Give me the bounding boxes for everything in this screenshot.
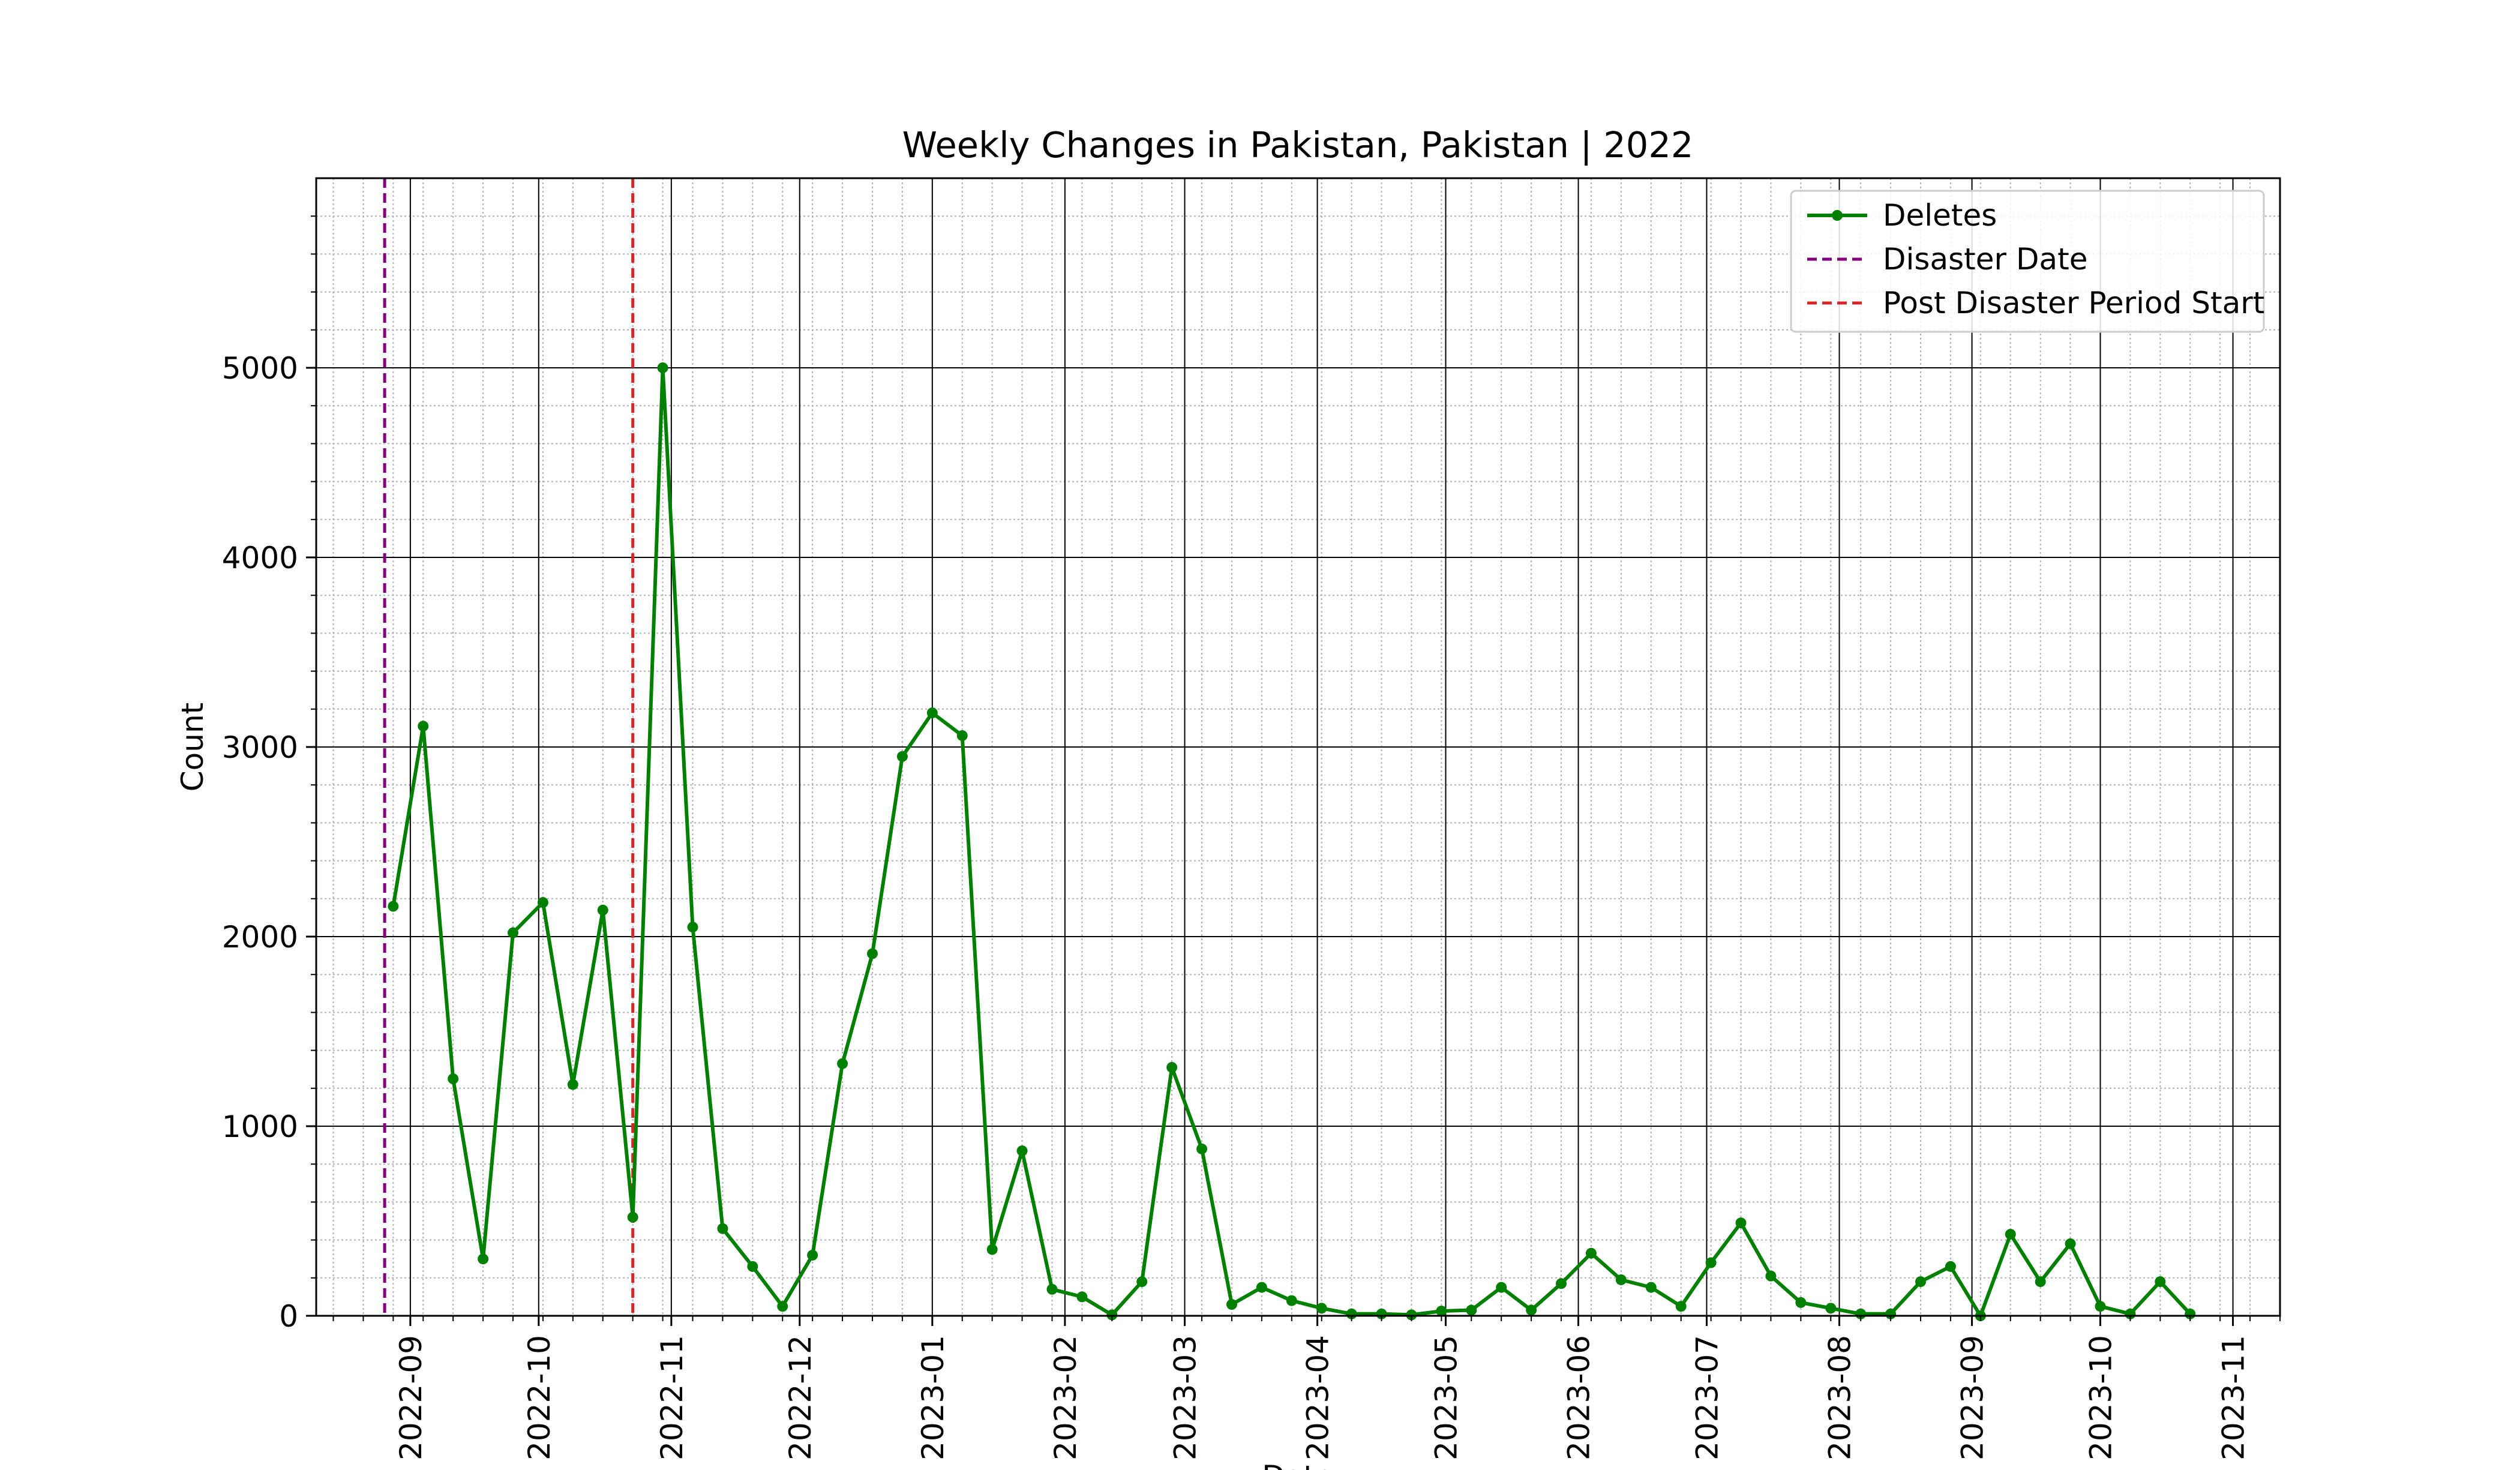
data-point — [1226, 1299, 1237, 1310]
x-tick-label: 2022-12 — [783, 1335, 818, 1460]
data-point — [448, 1073, 459, 1084]
data-point — [1915, 1276, 1927, 1288]
y-tick-label: 4000 — [222, 541, 298, 575]
x-tick-label: 2023-05 — [1429, 1335, 1464, 1460]
data-point — [597, 904, 608, 916]
data-point — [1466, 1304, 1477, 1316]
x-axis-ticks: 2022-09 2022-10 2022-11 2022-12 2023-01 2023-… — [332, 1316, 2281, 1460]
x-tick-label: 2023-03 — [1168, 1335, 1203, 1460]
data-point — [1046, 1283, 1058, 1295]
grid — [316, 178, 2281, 1316]
x-tick-label: 2023-02 — [1048, 1335, 1083, 1460]
data-point — [896, 751, 908, 762]
data-point — [657, 362, 668, 373]
data-point — [837, 1058, 848, 1069]
legend-frame — [1790, 190, 2265, 333]
data-point — [1585, 1247, 1597, 1259]
data-point — [1825, 1303, 1837, 1314]
x-tick-label: 2023-06 — [1562, 1335, 1597, 1460]
data-point — [926, 707, 938, 719]
legend-label-post-disaster-period-start: Post Disaster Period Start — [1883, 286, 2264, 320]
x-tick-label: 2023-04 — [1301, 1335, 1336, 1460]
data-point — [1166, 1062, 1178, 1073]
x-tick-label: 2023-08 — [1823, 1335, 1858, 1460]
y-axis-ticks: 0 1000 2000 3000 4000 5000 — [222, 215, 316, 1334]
data-point — [388, 901, 399, 912]
y-tick-label: 5000 — [222, 351, 298, 386]
data-point — [1256, 1282, 1267, 1293]
data-point — [1675, 1301, 1687, 1312]
data-point — [508, 927, 519, 938]
data-point — [1316, 1303, 1327, 1314]
data-point — [537, 897, 548, 908]
data-point — [1945, 1261, 1956, 1272]
reference-lines — [383, 178, 635, 1316]
data-point — [807, 1249, 818, 1261]
data-point — [1076, 1291, 1088, 1303]
data-point — [1016, 1145, 1028, 1157]
data-point — [478, 1253, 489, 1265]
y-tick-label: 0 — [279, 1299, 298, 1334]
data-point — [1705, 1257, 1717, 1268]
y-tick-label: 1000 — [222, 1109, 298, 1144]
data-point — [2095, 1301, 2106, 1312]
x-tick-label: 2023-07 — [1690, 1335, 1724, 1460]
data-point — [2065, 1238, 2076, 1249]
data-point — [1526, 1304, 1537, 1316]
x-tick-label: 2023-01 — [916, 1335, 950, 1460]
legend: Deletes Disaster Date Post Disaster Peri… — [1790, 190, 2265, 333]
data-point — [747, 1261, 758, 1272]
x-tick-label: 2022-09 — [394, 1335, 428, 1460]
data-point — [1196, 1143, 1208, 1154]
data-point — [1406, 1309, 1417, 1321]
data-point — [1795, 1297, 1807, 1308]
data-point — [717, 1223, 728, 1234]
x-tick-label: 2023-11 — [2216, 1335, 2251, 1460]
data-point — [1765, 1270, 1777, 1282]
data-point — [1286, 1295, 1297, 1306]
x-axis-label: Date — [1262, 1459, 1334, 1470]
data-point — [1106, 1309, 1118, 1321]
data-point — [627, 1211, 638, 1223]
legend-label-disaster-date: Disaster Date — [1883, 242, 2087, 277]
data-point — [2005, 1229, 2016, 1240]
y-tick-label: 2000 — [222, 920, 298, 955]
data-point — [2155, 1276, 2166, 1288]
data-point — [418, 721, 429, 732]
data-point — [1645, 1282, 1657, 1293]
data-point — [1556, 1278, 1567, 1289]
x-tick-label: 2022-11 — [655, 1335, 689, 1460]
data-point — [1735, 1217, 1747, 1229]
data-point — [986, 1244, 998, 1255]
data-point — [2035, 1276, 2046, 1288]
legend-label-deletes: Deletes — [1883, 198, 1997, 233]
data-point — [956, 730, 968, 742]
x-tick-label: 2023-09 — [1955, 1335, 1990, 1460]
x-tick-label: 2022-10 — [522, 1335, 557, 1460]
legend-marker-deletes — [1832, 210, 1843, 221]
data-point — [687, 922, 698, 933]
y-axis-label: Count — [175, 703, 210, 792]
chart-title: Weekly Changes in Pakistan, Pakistan | 2… — [902, 124, 1694, 166]
data-point — [777, 1301, 788, 1312]
data-point — [1136, 1276, 1148, 1288]
data-point — [567, 1079, 578, 1090]
data-point — [1496, 1282, 1507, 1293]
data-point — [1436, 1306, 1447, 1317]
x-tick-label: 2023-10 — [2084, 1335, 2119, 1460]
data-point — [1615, 1274, 1627, 1285]
data-series — [388, 362, 2196, 1321]
y-tick-label: 3000 — [222, 730, 298, 765]
data-point — [866, 948, 878, 959]
